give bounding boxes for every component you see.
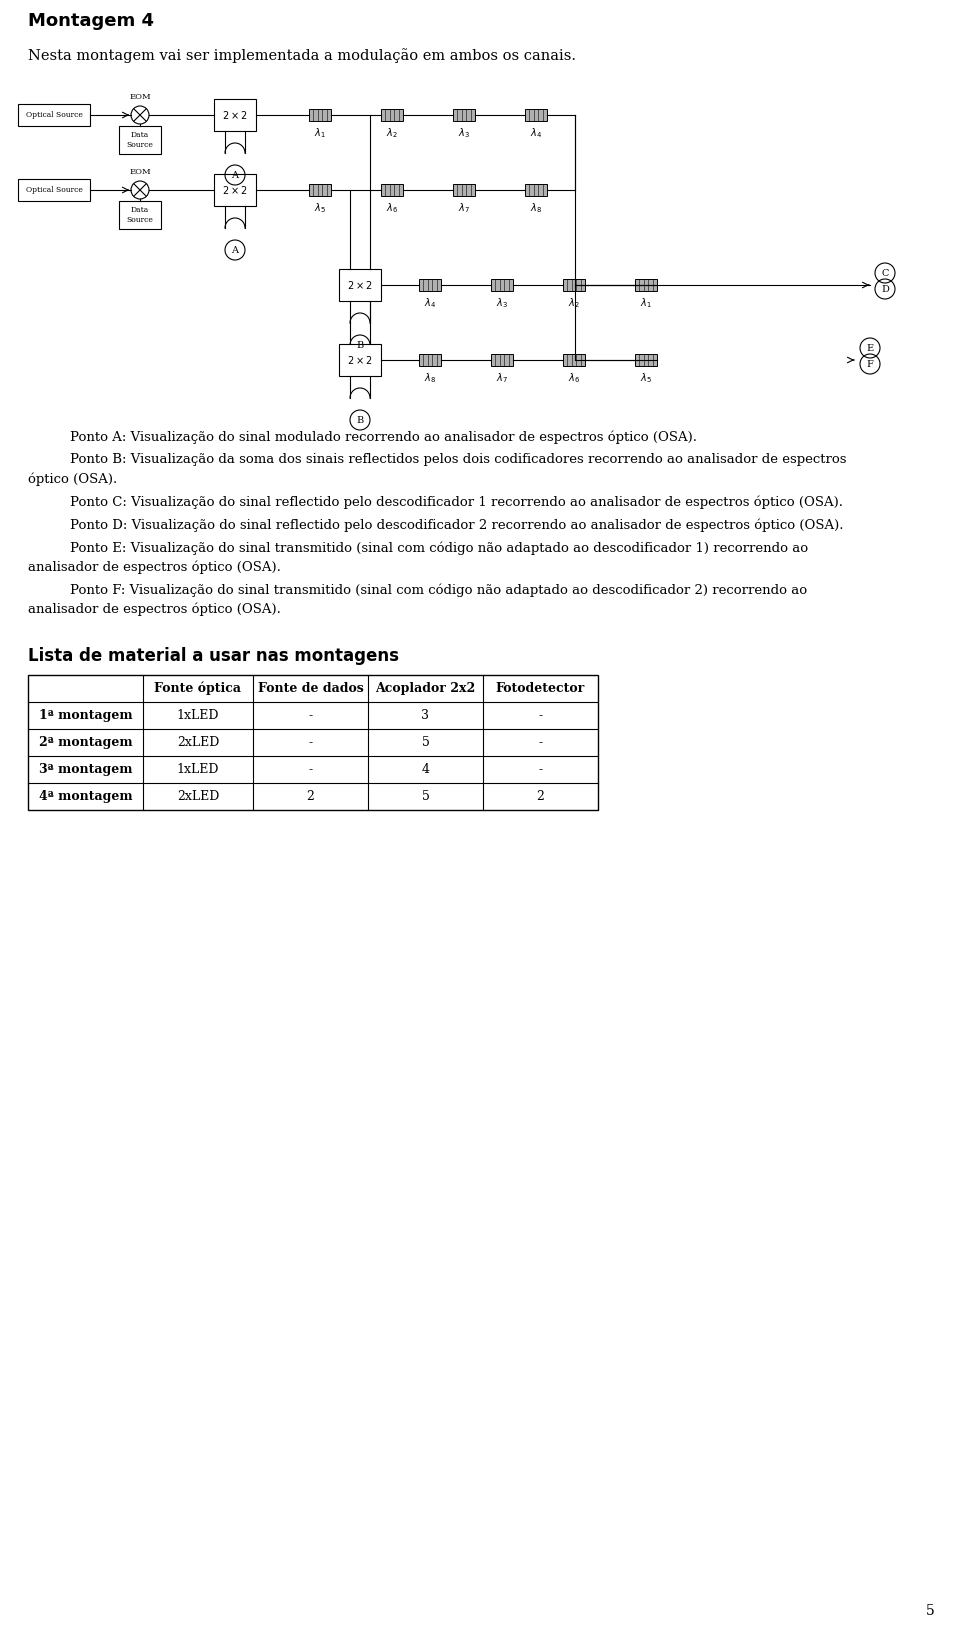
Text: $\lambda_8$: $\lambda_8$	[530, 200, 542, 215]
Text: Acoplador 2x2: Acoplador 2x2	[375, 683, 475, 696]
Text: 2xLED: 2xLED	[177, 736, 219, 749]
Text: Montagem 4: Montagem 4	[28, 11, 154, 29]
Text: 4ª montagem: 4ª montagem	[38, 790, 132, 803]
Text: Ponto D: Visualização do sinal reflectido pelo descodificador 2 recorrendo ao an: Ponto D: Visualização do sinal reflectid…	[70, 518, 844, 531]
Text: $\lambda_1$: $\lambda_1$	[314, 125, 325, 140]
Text: 1xLED: 1xLED	[177, 709, 219, 722]
Bar	[309, 184, 331, 195]
Text: $\lambda_3$: $\lambda_3$	[496, 296, 508, 310]
Text: B: B	[356, 340, 364, 350]
Text: Ponto A: Visualização do sinal modulado recorrendo ao analisador de espectros óp: Ponto A: Visualização do sinal modulado …	[70, 430, 697, 443]
Text: $\lambda_2$: $\lambda_2$	[568, 296, 580, 310]
Bar	[339, 269, 381, 301]
Bar	[419, 353, 441, 367]
Text: -: -	[539, 736, 542, 749]
Text: Optical Source: Optical Source	[26, 111, 83, 119]
Text: $\lambda_5$: $\lambda_5$	[640, 371, 652, 384]
Text: E: E	[867, 344, 874, 352]
Bar	[453, 109, 475, 121]
Bar	[635, 279, 657, 292]
Text: $2\times2$: $2\times2$	[223, 184, 248, 195]
Bar	[453, 184, 475, 195]
Text: 3ª montagem: 3ª montagem	[38, 762, 132, 775]
Bar	[339, 344, 381, 376]
Text: -: -	[539, 709, 542, 722]
Text: $2\times2$: $2\times2$	[223, 109, 248, 121]
Text: 2: 2	[537, 790, 544, 803]
Bar	[381, 109, 403, 121]
Text: $\lambda_7$: $\lambda_7$	[496, 371, 508, 384]
Bar	[18, 179, 90, 200]
Text: analisador de espectros óptico (OSA).: analisador de espectros óptico (OSA).	[28, 560, 281, 573]
Text: $\lambda_2$: $\lambda_2$	[386, 125, 397, 140]
Text: 4: 4	[421, 762, 429, 775]
Text: $\lambda_4$: $\lambda_4$	[424, 296, 436, 310]
Text: C: C	[881, 269, 889, 277]
Bar	[491, 279, 513, 292]
Text: 1xLED: 1xLED	[177, 762, 219, 775]
Text: $2\times2$: $2\times2$	[348, 279, 372, 292]
Text: Fonte óptica: Fonte óptica	[155, 683, 242, 696]
Text: A: A	[231, 246, 238, 254]
Bar	[214, 174, 256, 205]
Bar	[28, 674, 598, 810]
Bar	[214, 99, 256, 130]
Bar	[309, 109, 331, 121]
Text: $\lambda_6$: $\lambda_6$	[386, 200, 398, 215]
Text: $2\times2$: $2\times2$	[348, 353, 372, 367]
Bar	[635, 353, 657, 367]
Text: 2ª montagem: 2ª montagem	[38, 736, 132, 749]
Text: -: -	[539, 762, 542, 775]
Bar	[491, 353, 513, 367]
Bar	[119, 200, 161, 230]
Text: $\lambda_1$: $\lambda_1$	[640, 296, 652, 310]
Text: 3: 3	[421, 709, 429, 722]
Text: Optical Source: Optical Source	[26, 186, 83, 194]
Text: Ponto E: Visualização do sinal transmitido (sinal com código não adaptado ao des: Ponto E: Visualização do sinal transmiti…	[70, 541, 808, 554]
Text: -: -	[308, 709, 313, 722]
Bar	[119, 125, 161, 155]
Text: $\lambda_5$: $\lambda_5$	[314, 200, 326, 215]
Text: 5: 5	[421, 736, 429, 749]
Text: 2xLED: 2xLED	[177, 790, 219, 803]
Bar	[563, 279, 585, 292]
Text: 5: 5	[926, 1605, 935, 1618]
Text: $\lambda_4$: $\lambda_4$	[530, 125, 542, 140]
Text: F: F	[867, 360, 874, 368]
Text: analisador de espectros óptico (OSA).: analisador de espectros óptico (OSA).	[28, 603, 281, 616]
Text: Lista de material a usar nas montagens: Lista de material a usar nas montagens	[28, 647, 399, 665]
Bar	[525, 184, 547, 195]
Bar	[525, 109, 547, 121]
Bar	[563, 353, 585, 367]
Text: $\lambda_7$: $\lambda_7$	[458, 200, 470, 215]
Text: $\lambda_6$: $\lambda_6$	[568, 371, 580, 384]
Text: Ponto B: Visualização da soma dos sinais reflectidos pelos dois codificadores re: Ponto B: Visualização da soma dos sinais…	[70, 453, 847, 466]
Text: EOM: EOM	[130, 93, 151, 101]
Text: A: A	[231, 171, 238, 179]
Text: -: -	[308, 762, 313, 775]
Text: Fotodetector: Fotodetector	[496, 683, 586, 696]
Text: $\lambda_8$: $\lambda_8$	[424, 371, 436, 384]
Text: $\lambda_3$: $\lambda_3$	[458, 125, 470, 140]
Bar	[18, 104, 90, 125]
Bar	[381, 184, 403, 195]
Text: 5: 5	[421, 790, 429, 803]
Text: Data
Source: Data Source	[127, 207, 154, 223]
Text: 1ª montagem: 1ª montagem	[38, 709, 132, 722]
Text: B: B	[356, 415, 364, 425]
Text: D: D	[881, 285, 889, 293]
Text: Data
Source: Data Source	[127, 132, 154, 148]
Text: Ponto C: Visualização do sinal reflectido pelo descodificador 1 recorrendo ao an: Ponto C: Visualização do sinal reflectid…	[70, 495, 843, 508]
Text: 2: 2	[306, 790, 315, 803]
Bar	[419, 279, 441, 292]
Text: Nesta montagem vai ser implementada a modulação em ambos os canais.: Nesta montagem vai ser implementada a mo…	[28, 47, 576, 64]
Text: óptico (OSA).: óptico (OSA).	[28, 472, 117, 485]
Text: EOM: EOM	[130, 168, 151, 176]
Text: Ponto F: Visualização do sinal transmitido (sinal com código não adaptado ao des: Ponto F: Visualização do sinal transmiti…	[70, 583, 807, 596]
Text: -: -	[308, 736, 313, 749]
Text: Fonte de dados: Fonte de dados	[257, 683, 364, 696]
